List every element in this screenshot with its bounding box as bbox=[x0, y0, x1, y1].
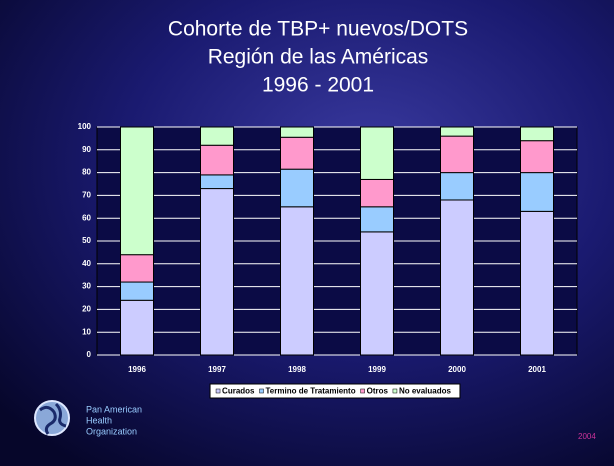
y-tick-label: 40 bbox=[82, 259, 91, 268]
y-tick-label: 50 bbox=[82, 236, 91, 245]
x-tick-label: 1999 bbox=[368, 365, 386, 374]
org-name: Health bbox=[86, 415, 112, 425]
bar-segment bbox=[440, 126, 474, 137]
x-tick-label: 1997 bbox=[208, 365, 226, 374]
bar-segment bbox=[440, 135, 474, 174]
legend-label: Curados bbox=[222, 387, 255, 396]
bar-segment bbox=[520, 140, 554, 174]
bar-segment bbox=[360, 231, 394, 356]
org-name: Organization bbox=[86, 426, 137, 436]
legend-swatch bbox=[215, 388, 221, 394]
legend-swatch bbox=[259, 388, 264, 394]
legend-label: Otros bbox=[367, 387, 389, 396]
x-tick-label: 1998 bbox=[288, 365, 306, 374]
org-name: Pan American bbox=[86, 404, 142, 414]
bar-segment bbox=[360, 178, 394, 208]
chart-title: 1996 - 2001 bbox=[262, 74, 374, 97]
bar-segment bbox=[280, 126, 314, 138]
bar-segment bbox=[120, 281, 154, 301]
legend-box bbox=[209, 383, 461, 399]
bar-segment bbox=[520, 210, 554, 356]
bar-segment bbox=[280, 168, 314, 208]
legend: Curados Termino de Tratamiento Otros No eva… bbox=[215, 387, 452, 396]
logo bbox=[34, 400, 70, 436]
x-tick-label: 1996 bbox=[128, 365, 146, 374]
bar-segment bbox=[200, 174, 234, 190]
bar-segment bbox=[280, 206, 314, 356]
bar-segment bbox=[520, 126, 554, 142]
bar-segment bbox=[440, 199, 474, 356]
bar-segment bbox=[200, 144, 234, 176]
bar-segment bbox=[280, 136, 314, 170]
x-tick-label: 2001 bbox=[528, 365, 546, 374]
legend-swatch bbox=[360, 388, 365, 394]
legend-label: No evaluados bbox=[399, 387, 452, 396]
legend-label: Termino de Tratamiento bbox=[266, 387, 356, 396]
bar-segment bbox=[120, 254, 154, 283]
bar-segment bbox=[440, 172, 474, 201]
bar-segment bbox=[120, 126, 154, 256]
bar-segment bbox=[120, 299, 154, 356]
y-tick-label: 80 bbox=[82, 168, 91, 177]
bar-segment bbox=[200, 126, 234, 146]
chart-title: Cohorte de TBP+ nuevos/DOTS bbox=[168, 18, 468, 41]
bar-segment bbox=[200, 188, 234, 356]
bar-segment bbox=[360, 206, 394, 233]
y-tick-label: 30 bbox=[82, 282, 91, 291]
legend-swatch bbox=[392, 388, 398, 394]
year-label: 2004 bbox=[578, 432, 596, 441]
y-tick-label: 10 bbox=[82, 327, 91, 336]
y-tick-label: 60 bbox=[82, 213, 91, 222]
y-tick-label: 100 bbox=[78, 122, 92, 131]
bar-segment bbox=[360, 126, 394, 180]
y-tick-label: 20 bbox=[82, 305, 91, 314]
y-tick-label: 90 bbox=[82, 145, 91, 154]
y-tick-label: 70 bbox=[82, 191, 91, 200]
y-tick-label: 0 bbox=[87, 350, 92, 359]
chart-title: Región de las Américas bbox=[208, 46, 429, 69]
x-tick-label: 2000 bbox=[448, 365, 466, 374]
plot: 0 10 20 30 40 50 60 70 80 90 100 1996 1997 1998 1999 20… bbox=[78, 122, 577, 374]
bar-segment bbox=[520, 172, 554, 212]
